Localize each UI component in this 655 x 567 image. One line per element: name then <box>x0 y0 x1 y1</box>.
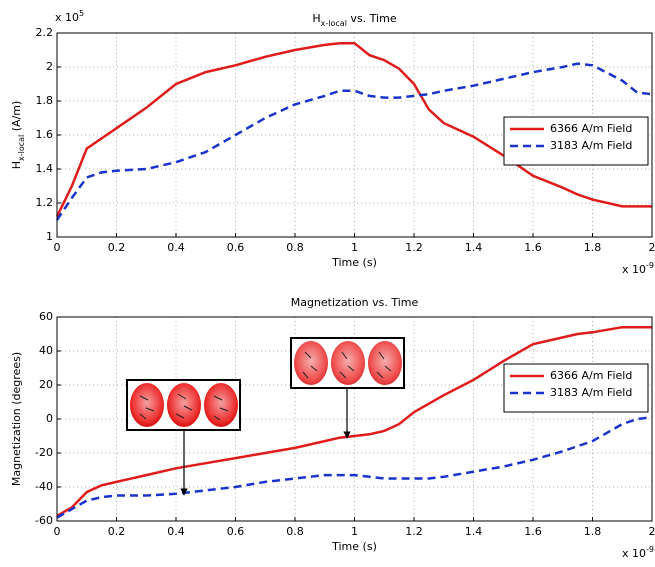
x-tick-label: 0.2 <box>108 525 126 538</box>
x-tick-label: 1 <box>351 525 358 538</box>
x-tick-label: 0.4 <box>167 241 185 254</box>
x-axis-label: Time (s) <box>331 540 377 553</box>
legend-label: 3183 A/m Field <box>550 386 632 399</box>
x-tick-label: 1 <box>351 241 358 254</box>
inset-right <box>290 337 405 439</box>
y-axis-label: Hx-local (A/m) <box>10 101 26 170</box>
chart-title-part: vs. Time <box>347 12 397 25</box>
x-tick-label: 1.4 <box>465 525 483 538</box>
data-line <box>55 41 652 218</box>
x-axis-offset-part: -9 <box>646 545 654 554</box>
y-axis-offset-part: x 10 <box>55 11 79 24</box>
y-tick-label: 1.6 <box>36 128 54 141</box>
y-axis-offset: x 105 <box>55 9 84 24</box>
data-line <box>56 325 652 517</box>
data-line <box>56 416 653 519</box>
insets <box>126 337 405 496</box>
chart-title-part: Magnetization vs. Time <box>291 296 419 309</box>
chart-title: Magnetization vs. Time <box>291 296 419 309</box>
x-tick-label: 0.2 <box>108 241 126 254</box>
plot-frame <box>56 316 653 522</box>
x-tick-label: 1.8 <box>584 241 602 254</box>
x-tick-label: 1.2 <box>405 241 423 254</box>
legend-box <box>503 116 649 166</box>
x-tick-label: 0 <box>54 241 61 254</box>
y-axis-label-part: x-local <box>17 135 26 161</box>
x-axis-offset-part: x 10 <box>622 263 646 276</box>
y-tick-label: -40 <box>35 480 53 493</box>
y-tick-label: 60 <box>39 310 53 323</box>
data-line <box>55 62 653 221</box>
y-axis-label: Magnetization (degrees) <box>10 352 23 486</box>
legend-label: 3183 A/m Field <box>550 139 632 152</box>
x-tick-label: 0.8 <box>286 525 304 538</box>
y-tick-label: -60 <box>35 514 53 527</box>
y-tick-label: 1 <box>46 230 53 243</box>
chart-title: Hx-local vs. Time <box>312 12 396 28</box>
y-axis-offset-part: 5 <box>79 9 84 18</box>
y-axis-label-part: Magnetization (degrees) <box>10 352 23 486</box>
legend-label: 6366 A/m Field <box>550 122 632 135</box>
y-tick-label: 1.8 <box>36 94 54 107</box>
x-tick-label: 2 <box>649 241 655 254</box>
y-tick-label: 0 <box>46 412 53 425</box>
x-tick-label: 2 <box>649 525 655 538</box>
y-tick-label: 20 <box>39 378 53 391</box>
x-axis-offset-part: -9 <box>646 261 654 270</box>
y-tick-label: 2.2 <box>36 26 54 39</box>
y-tick-label: 2 <box>46 60 53 73</box>
y-tick-label: 40 <box>39 344 53 357</box>
plot-frame <box>56 32 653 238</box>
x-tick-label: 1.6 <box>524 241 542 254</box>
x-tick-label: 0 <box>54 525 61 538</box>
chart-title-part: x-local <box>321 19 347 28</box>
y-axis-label-part: (A/m) <box>10 101 23 135</box>
x-tick-label: 0.8 <box>286 241 304 254</box>
x-tick-label: 1.2 <box>405 525 423 538</box>
x-tick-label: 1.8 <box>584 525 602 538</box>
legend-label: 6366 A/m Field <box>550 369 632 382</box>
x-tick-label: 0.6 <box>227 241 245 254</box>
x-axis-offset: x 10-9 <box>622 545 654 560</box>
x-tick-label: 0.4 <box>167 525 185 538</box>
y-tick-label: 1.2 <box>36 196 54 209</box>
x-axis-label: Time (s) <box>331 256 377 269</box>
y-tick-label: 1.4 <box>36 162 54 175</box>
chart-title-part: H <box>312 12 320 25</box>
inset-left <box>126 379 241 496</box>
y-axis-label-part: H <box>10 161 23 169</box>
x-axis-offset-part: x 10 <box>622 547 646 560</box>
y-tick-label: -20 <box>35 446 53 459</box>
x-tick-label: 1.6 <box>524 525 542 538</box>
legend-box <box>503 363 649 413</box>
x-tick-label: 0.6 <box>227 525 245 538</box>
x-axis-offset: x 10-9 <box>622 261 654 276</box>
x-tick-label: 1.4 <box>465 241 483 254</box>
